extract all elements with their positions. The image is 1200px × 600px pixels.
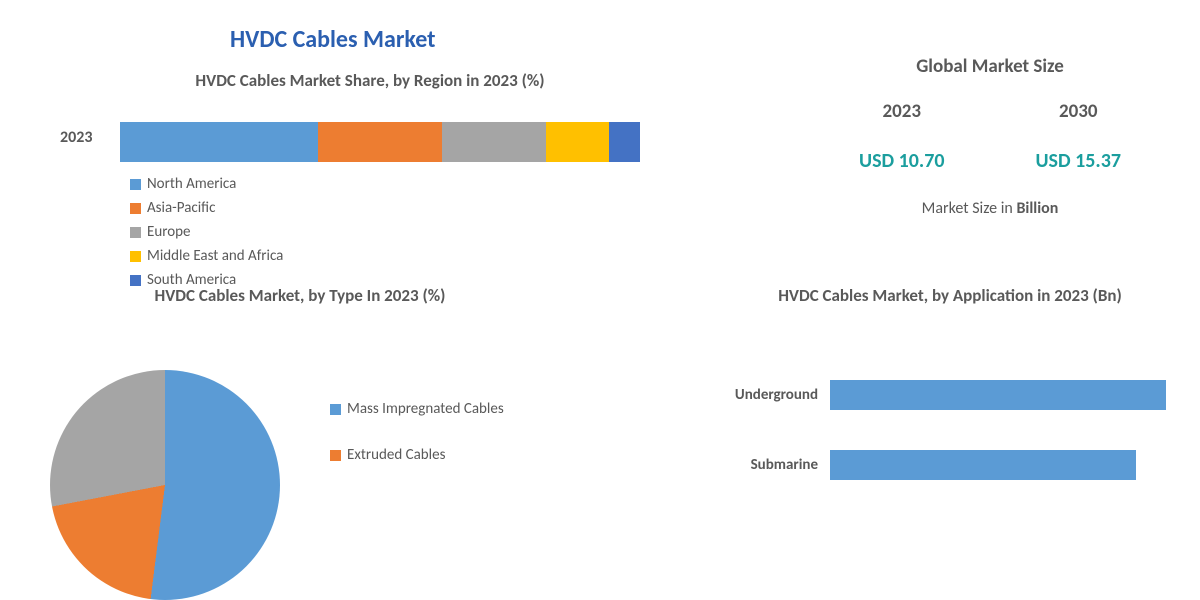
legend-label: Asia-Pacific (147, 199, 215, 217)
hbar-chart: Underground Submarine (700, 380, 1190, 520)
pie-chart (50, 370, 280, 600)
stacked-bar-segment (609, 122, 640, 162)
legend-item: Mass Impregnated Cables (330, 400, 504, 418)
market-size-year-right: 2030 (992, 100, 1165, 123)
hbar-label: Underground (700, 386, 830, 404)
legend-label: North America (147, 175, 236, 193)
hbar-row: Submarine (700, 450, 1190, 480)
stacked-bar-segment (546, 122, 608, 162)
hbar-track (830, 450, 1190, 480)
legend-label: Mass Impregnated Cables (347, 400, 504, 418)
legend-swatch-icon (330, 404, 341, 415)
page-title: HVDC Cables Market (230, 25, 435, 54)
hbar-fill (830, 450, 1136, 480)
stacked-bar-title: HVDC Cables Market Share, by Region in 2… (90, 70, 650, 91)
market-size-value-left: USD 10.70 (815, 149, 988, 173)
market-size-note: Market Size in Billion (810, 199, 1170, 218)
legend-label: Middle East and Africa (147, 247, 283, 265)
legend-swatch-icon (130, 203, 141, 214)
stacked-bar-segment (318, 122, 443, 162)
pie-slices (50, 370, 280, 600)
stacked-bar-row-label: 2023 (60, 128, 92, 147)
hbar-fill (830, 380, 1166, 410)
stacked-bar (120, 122, 640, 162)
hbar-track (830, 380, 1190, 410)
legend-label: Extruded Cables (347, 446, 445, 464)
legend-swatch-icon (130, 251, 141, 262)
market-size-value-right: USD 15.37 (992, 149, 1165, 173)
legend-item: Middle East and Africa (130, 247, 380, 265)
legend-item: Europe (130, 223, 380, 241)
legend-swatch-icon (330, 450, 341, 461)
legend-swatch-icon (130, 179, 141, 190)
stacked-bar-legend: North America Asia-Pacific Europe Middle Ea… (130, 175, 670, 295)
hbar-title: HVDC Cables Market, by Application in 20… (720, 285, 1180, 306)
market-size-title: Global Market Size (810, 55, 1170, 78)
legend-swatch-icon (130, 227, 141, 238)
market-size-panel: Global Market Size 2023 USD 10.70 2030 U… (810, 55, 1170, 218)
pie-legend: Mass Impregnated Cables Extruded Cables (330, 400, 528, 492)
stacked-bar-segment (120, 122, 318, 162)
legend-item: Asia-Pacific (130, 199, 380, 217)
pie-title: HVDC Cables Market, by Type In 2023 (%) (60, 285, 540, 306)
legend-item: Extruded Cables (330, 446, 504, 464)
hbar-row: Underground (700, 380, 1190, 410)
market-size-year-left: 2023 (815, 100, 988, 123)
hbar-label: Submarine (700, 456, 830, 474)
legend-swatch-icon (130, 275, 141, 286)
legend-item: North America (130, 175, 380, 193)
legend-label: Europe (147, 223, 190, 241)
stacked-bar-segment (442, 122, 546, 162)
